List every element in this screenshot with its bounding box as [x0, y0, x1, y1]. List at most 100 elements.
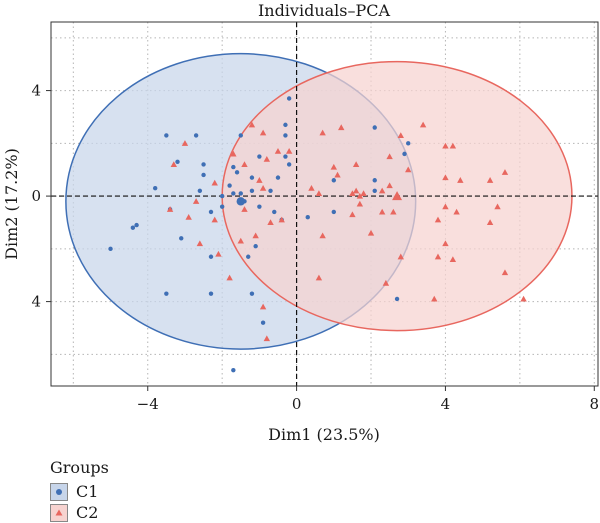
point-c2: [442, 174, 449, 181]
point-c2: [319, 232, 326, 239]
point-c2: [356, 192, 364, 199]
axis-ticks: −4 0 4 8 4 0 4: [31, 82, 599, 413]
point-c2: [397, 132, 404, 138]
point-c2: [226, 274, 233, 281]
point-c1: [246, 254, 251, 259]
point-c1: [164, 291, 169, 296]
point-c2: [166, 206, 174, 212]
point-c1: [219, 204, 225, 209]
point-c1: [193, 133, 199, 138]
legend-title: Groups: [50, 458, 109, 477]
point-c2: [352, 187, 360, 194]
point-c1: [231, 164, 236, 170]
point-c2: [520, 295, 527, 302]
point-c1: [179, 236, 184, 241]
point-c1: [108, 246, 113, 252]
point-c2: [241, 206, 248, 212]
point-c2: [315, 274, 323, 281]
point-c2: [211, 216, 218, 223]
confidence-ellipses: [65, 52, 573, 350]
point-c2: [397, 253, 404, 260]
point-c2: [431, 295, 438, 302]
point-c2: [248, 121, 256, 128]
point-c2: [259, 303, 267, 310]
point-c2: [501, 169, 509, 175]
point-c2: [196, 240, 204, 247]
point-c2: [319, 129, 326, 136]
point-c2: [453, 208, 460, 215]
point-c2: [349, 211, 356, 218]
point-c1: [253, 244, 258, 249]
point-c2: [252, 232, 259, 239]
point-c2: [378, 187, 386, 194]
point-c2: [330, 163, 338, 170]
point-c2: [285, 148, 293, 154]
point-c1: [286, 162, 292, 167]
x-tick-label: −4: [137, 395, 159, 413]
point-c2: [419, 121, 427, 128]
point-c1: [219, 193, 225, 199]
point-c2: [192, 198, 200, 204]
point-c2: [170, 161, 177, 167]
point-c2: [386, 182, 393, 189]
point-c2: [457, 177, 464, 183]
point-c2: [442, 203, 449, 210]
mean-point-c2: [392, 191, 403, 201]
point-c1: [372, 188, 377, 194]
point-c1: [283, 133, 288, 138]
point-c2: [486, 219, 494, 226]
point-c2: [263, 155, 271, 162]
legend-key-c2: [50, 504, 68, 522]
x-tick-label: 4: [441, 395, 451, 413]
zero-lines: [51, 22, 598, 386]
point-c1: [152, 185, 158, 191]
point-c2: [449, 256, 457, 262]
circle-marker-icon: [56, 489, 62, 495]
point-c2: [382, 279, 390, 286]
x-axis-label: Dim1 (23.5%): [268, 425, 380, 444]
point-c1: [164, 133, 169, 138]
point-c2: [434, 216, 442, 223]
point-c1: [231, 191, 236, 196]
x-tick-label: 8: [590, 395, 600, 413]
point-c1: [275, 175, 281, 180]
triangle-marker-icon: [55, 509, 63, 516]
point-c1: [286, 96, 292, 101]
y-tick-label: 4: [31, 82, 41, 100]
point-c2: [442, 240, 449, 247]
point-c1: [208, 209, 214, 215]
point-c1: [331, 178, 337, 183]
point-c1: [257, 154, 262, 159]
point-c1: [249, 188, 255, 194]
point-c2: [378, 208, 386, 215]
point-c2: [352, 161, 360, 167]
point-c1: [201, 172, 206, 178]
point-c1: [372, 125, 377, 130]
point-c1: [406, 141, 411, 146]
point-c1: [372, 178, 377, 183]
point-c2: [338, 124, 345, 131]
point-c2: [360, 190, 367, 197]
point-c2: [390, 208, 397, 215]
point-c1: [283, 154, 288, 159]
point-c2: [259, 129, 267, 136]
point-c1: [201, 162, 206, 167]
point-c1: [175, 159, 180, 164]
point-c1: [257, 204, 262, 209]
point-c1: [134, 222, 139, 228]
point-c2: [494, 203, 501, 210]
y-tick-label: 4: [31, 293, 41, 311]
point-c2: [211, 179, 218, 186]
legend-label-c1: C1: [76, 482, 99, 501]
point-c2: [349, 190, 356, 197]
point-c1: [305, 214, 310, 220]
point-c2: [259, 184, 267, 191]
point-c2: [315, 190, 323, 197]
y-axis-label: Dim2 (17.2%): [2, 148, 21, 260]
point-c2: [256, 177, 263, 183]
point-c2: [215, 250, 222, 257]
point-c2: [263, 335, 271, 342]
point-c2: [241, 161, 248, 167]
point-c1: [238, 133, 243, 138]
